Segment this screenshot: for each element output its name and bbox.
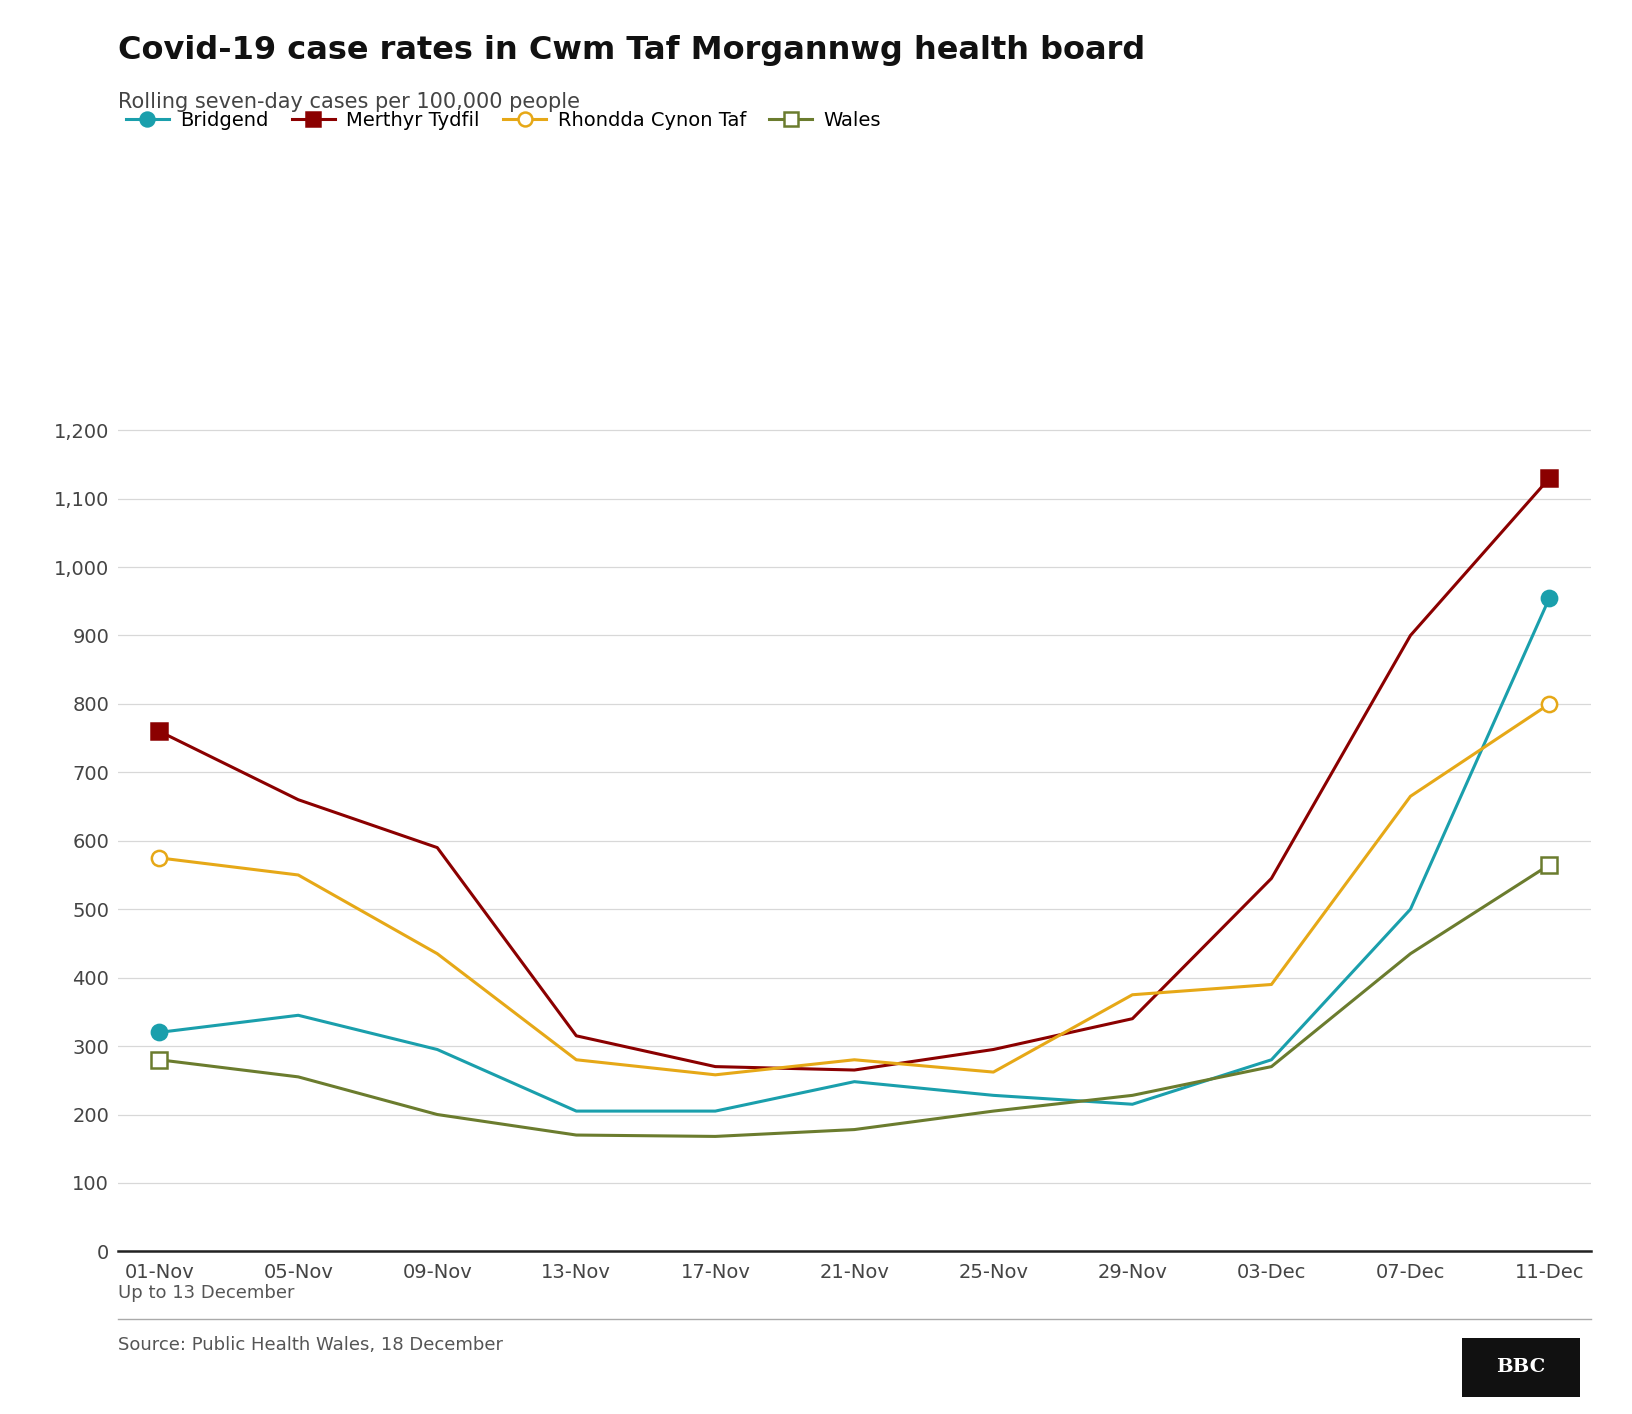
Text: Rolling seven-day cases per 100,000 people: Rolling seven-day cases per 100,000 peop… (118, 92, 579, 112)
Text: Covid-19 case rates in Cwm Taf Morgannwg health board: Covid-19 case rates in Cwm Taf Morgannwg… (118, 35, 1144, 66)
Legend: Bridgend, Merthyr Tydfil, Rhondda Cynon Taf, Wales: Bridgend, Merthyr Tydfil, Rhondda Cynon … (126, 110, 881, 130)
Text: BBC: BBC (1497, 1359, 1546, 1376)
Text: Source: Public Health Wales, 18 December: Source: Public Health Wales, 18 December (118, 1336, 503, 1355)
Text: Up to 13 December: Up to 13 December (118, 1284, 294, 1302)
